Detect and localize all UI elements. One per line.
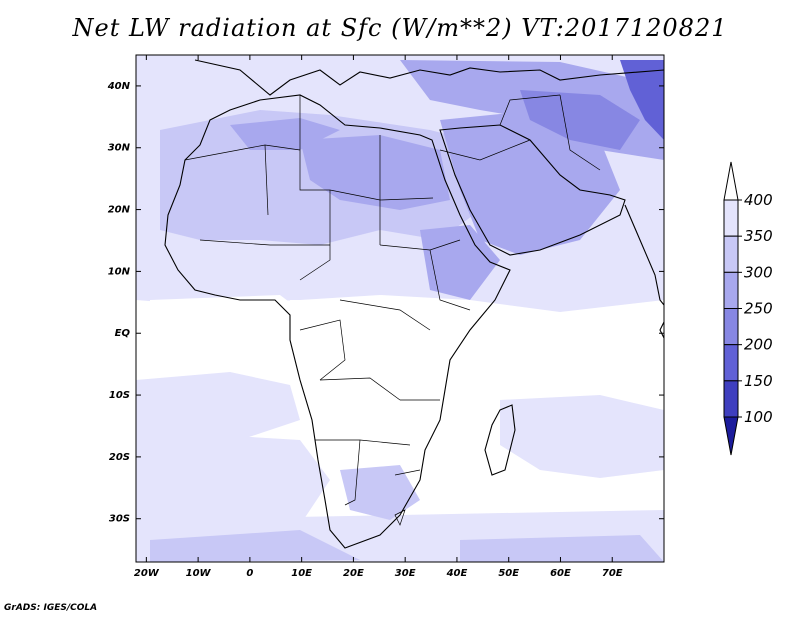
lat-tick-label: 10N [108, 266, 131, 277]
field-central-africa [290, 300, 440, 420]
lon-tick-label: 60E [550, 568, 571, 579]
field-iran-dark [520, 90, 640, 150]
india-coast [624, 204, 664, 306]
lon-tick-label: 20W [134, 568, 160, 579]
colorbar-label: 250 [744, 300, 773, 318]
field-west-coast [150, 295, 300, 320]
colorbar-segment [723, 380, 739, 418]
lat-tick-label: 20N [108, 205, 131, 216]
colorbar-label: 150 [744, 372, 773, 390]
lon-tick-label: 40E [446, 568, 468, 579]
plot-frame [135, 54, 665, 563]
lon-tick-label: 70E [602, 568, 623, 579]
map-title: Net LW radiation at Sfc (W/m**2) VT:2017… [72, 14, 728, 42]
europe-coastline [194, 59, 664, 96]
country-borders [184, 94, 601, 526]
lon-tick-label: 20E [343, 568, 364, 579]
madagascar [484, 404, 516, 476]
colorbar-label: 350 [744, 227, 773, 245]
field-patch-atlantic [136, 372, 300, 440]
field-tibet-dark [620, 60, 664, 140]
lon-tick-label: 30E [395, 568, 416, 579]
field-patch-south-east [460, 535, 664, 562]
lat-tick-label: EQ [115, 328, 131, 339]
colorbar-segment [723, 308, 739, 346]
colorbar-bottom-arrow [723, 416, 739, 456]
lat-tick-label: 40N [107, 81, 131, 92]
grads-credit: GrADS: IGES/COLA [4, 603, 98, 613]
field-arabia [440, 110, 620, 255]
lon-tick-label: 50E [498, 568, 519, 579]
lon-tick-label: 0 [246, 568, 253, 579]
colorbar-label: 100 [744, 408, 773, 426]
colorbar-label: 400 [744, 191, 773, 209]
field-kalahari [340, 465, 420, 520]
field-patch-south-atlantic [136, 430, 330, 540]
lat-tick-label: 20S [109, 452, 130, 463]
colorbar-segment [723, 235, 739, 273]
lat-tick-label: 30S [109, 514, 130, 525]
lat-tick-label: 30N [108, 143, 131, 154]
colorbar: 400 350 300 250 200 150 100 [723, 161, 773, 456]
field-ethiopia [420, 225, 500, 300]
field-patch-south-mid [150, 530, 360, 562]
colorbar-label: 300 [744, 263, 773, 281]
lat-tick-label: 10S [109, 390, 130, 401]
africa-coastline [164, 94, 511, 549]
lon-tick-label: 10W [186, 568, 212, 579]
colorbar-segment [723, 199, 739, 237]
arabia-coastline [439, 124, 626, 256]
coastlines [164, 59, 664, 549]
colorbar-segment [723, 344, 739, 382]
colorbar-top-arrow [723, 161, 739, 201]
field-patch-indian [500, 395, 664, 478]
lon-tick-label: 10E [291, 568, 312, 579]
sri-lanka [659, 321, 664, 339]
colorbar-label: 200 [744, 336, 773, 354]
colorbar-segment [723, 271, 739, 310]
axis-ticks: 20W 10W 0 10E 20E 30E 40E 50E 60E 70E 40N 30N 20N 10N… [107, 55, 664, 579]
